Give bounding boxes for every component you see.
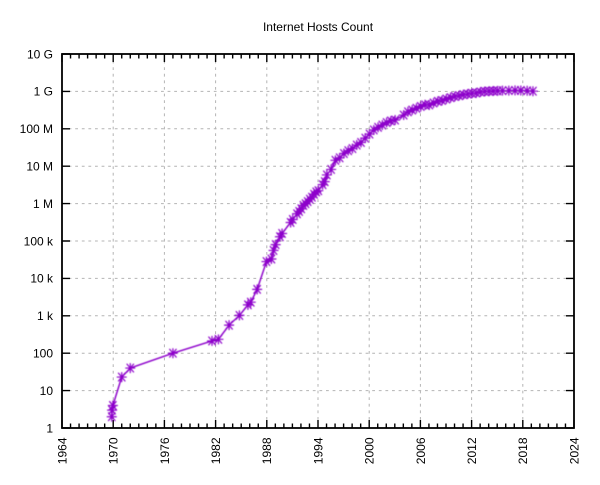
svg-text:2018: 2018: [516, 437, 530, 464]
svg-text:2024: 2024: [567, 437, 581, 464]
svg-text:1: 1: [46, 421, 53, 435]
svg-text:1 k: 1 k: [37, 309, 54, 323]
svg-text:1994: 1994: [311, 437, 325, 464]
svg-text:1 M: 1 M: [33, 197, 53, 211]
svg-text:100 k: 100 k: [24, 234, 54, 248]
svg-text:1988: 1988: [260, 437, 274, 464]
svg-text:10: 10: [40, 384, 54, 398]
svg-text:2012: 2012: [465, 437, 479, 464]
svg-text:10 M: 10 M: [26, 160, 53, 174]
svg-text:Internet Hosts Count: Internet Hosts Count: [263, 20, 374, 34]
svg-text:1 G: 1 G: [34, 85, 53, 99]
svg-text:1964: 1964: [55, 437, 69, 464]
svg-text:100 M: 100 M: [20, 122, 53, 136]
svg-text:2006: 2006: [414, 437, 428, 464]
svg-text:2000: 2000: [363, 437, 377, 464]
svg-text:1976: 1976: [158, 437, 172, 464]
svg-text:1970: 1970: [107, 437, 121, 464]
svg-text:10 k: 10 k: [30, 272, 54, 286]
svg-text:10 G: 10 G: [27, 47, 53, 61]
svg-text:1982: 1982: [209, 437, 223, 464]
svg-text:100: 100: [33, 347, 53, 361]
